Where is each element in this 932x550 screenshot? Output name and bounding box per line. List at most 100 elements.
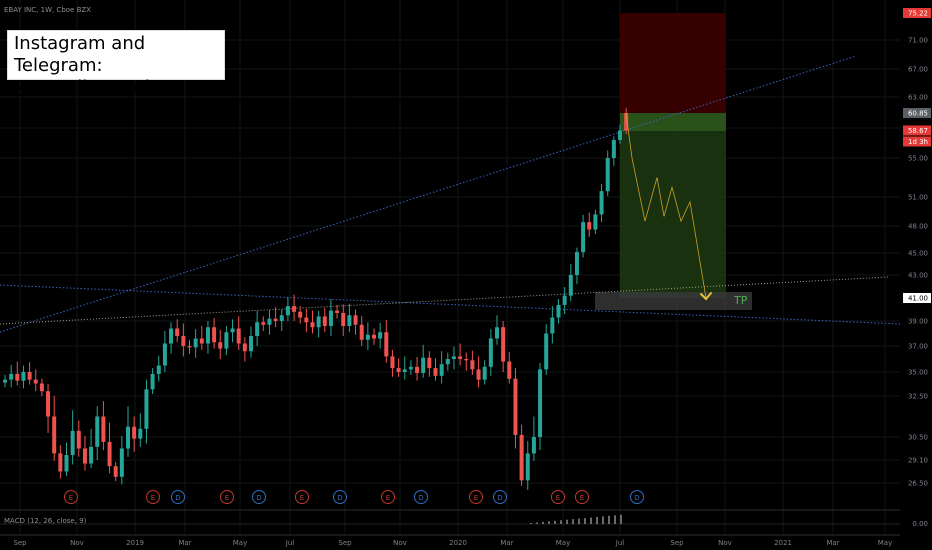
- candle-body: [205, 327, 210, 344]
- time-tick: 2020: [449, 539, 467, 547]
- candle-body: [273, 318, 278, 321]
- candle-body: [372, 334, 376, 339]
- projected-path-line[interactable]: [625, 112, 707, 299]
- candle-body: [365, 334, 370, 340]
- candle-body: [82, 448, 87, 464]
- dividend-marker[interactable]: D: [333, 490, 347, 504]
- candle-body: [433, 368, 438, 376]
- candle-body: [445, 359, 450, 365]
- event-label: E: [474, 494, 478, 502]
- time-tick: Mar: [826, 539, 839, 547]
- candle-body: [76, 430, 81, 449]
- event-circle: [171, 490, 185, 504]
- time-tick: 2019: [126, 539, 144, 547]
- candle-body: [501, 327, 506, 362]
- entry-price-tag[interactable]: 60.85: [903, 108, 931, 118]
- candle-body: [138, 428, 143, 439]
- macd-histogram-bar: [578, 518, 580, 524]
- candle-body: [218, 342, 223, 349]
- candle-body: [267, 318, 272, 325]
- tp-label: TP: [733, 294, 748, 307]
- macd-histogram-bar: [614, 515, 616, 524]
- time-tick: Mar: [178, 539, 191, 547]
- time-tick: May: [878, 539, 892, 547]
- macd-zero-tick: 0.00: [912, 520, 928, 528]
- candle-body: [495, 327, 499, 339]
- target-price-tag[interactable]: 41.00: [903, 293, 931, 303]
- dividend-marker[interactable]: D: [414, 490, 428, 504]
- support-trendline[interactable]: [0, 276, 889, 325]
- time-tick: Nov: [718, 539, 732, 547]
- checkmark-icon: [700, 292, 712, 301]
- stop-price-tag[interactable]: 75.22: [903, 8, 931, 18]
- event-circle: [381, 490, 395, 504]
- candle-body: [587, 222, 592, 230]
- candle-body: [156, 365, 161, 374]
- countdown-tag[interactable]: 1d 3h: [903, 136, 931, 147]
- candle-body: [39, 383, 44, 392]
- time-tick: May: [233, 539, 247, 547]
- candle-body: [212, 327, 217, 343]
- candlestick-series: [3, 108, 629, 490]
- last-price-tag[interactable]: 58.67: [903, 125, 931, 136]
- countdown-tag-bg: [903, 136, 931, 147]
- candle-body: [224, 332, 229, 349]
- earnings-marker[interactable]: E: [469, 490, 483, 504]
- event-circle: [551, 490, 565, 504]
- candle-body: [525, 453, 530, 481]
- event-circle: [469, 490, 483, 504]
- target-price-tag-text: 41.00: [908, 295, 928, 303]
- event-circle: [220, 490, 234, 504]
- earnings-marker[interactable]: E: [64, 490, 78, 504]
- candle-body: [550, 317, 555, 334]
- candle-body: [27, 372, 32, 380]
- trendlines[interactable]: [0, 55, 901, 333]
- time-axis[interactable]: Sep Nov 2019 Mar May Jul Sep Nov 2020 Mar May Jul Se…: [0, 534, 900, 547]
- tp-zone[interactable]: [595, 292, 752, 310]
- earnings-marker[interactable]: E: [220, 490, 234, 504]
- candle-body: [328, 310, 333, 326]
- candle-body: [126, 426, 130, 449]
- time-tick: 2021: [774, 539, 792, 547]
- candle-body: [101, 416, 106, 442]
- candle-body: [119, 448, 124, 477]
- candle-body: [3, 379, 7, 383]
- price-tick: 48.00: [908, 223, 928, 231]
- event-label: D: [418, 494, 423, 502]
- price-tick: 35.00: [908, 369, 928, 377]
- earnings-marker[interactable]: E: [551, 490, 565, 504]
- stop-loss-zone[interactable]: [620, 13, 726, 113]
- candle-body: [335, 310, 340, 313]
- candle-body: [187, 346, 192, 348]
- earnings-marker[interactable]: E: [146, 490, 160, 504]
- candle-body: [402, 369, 407, 372]
- candle-body: [181, 336, 186, 346]
- candle-body: [15, 373, 20, 381]
- price-axis[interactable]: 71.0067.0063.0059.0055.0051.0048.0045.00…: [900, 0, 932, 550]
- macd-histogram-bar: [548, 521, 550, 524]
- event-label: E: [386, 494, 390, 502]
- earnings-marker[interactable]: E: [575, 490, 589, 504]
- candle-body: [310, 322, 315, 328]
- candle-body: [144, 389, 149, 429]
- position-tool[interactable]: [595, 13, 752, 310]
- candle-body: [199, 338, 204, 344]
- candle-body: [359, 324, 364, 340]
- earnings-marker[interactable]: E: [295, 490, 309, 504]
- rising-trendline[interactable]: [0, 55, 857, 333]
- dividend-marker[interactable]: D: [171, 490, 185, 504]
- time-tick: Sep: [13, 539, 27, 547]
- last-price-tag-bg: [903, 125, 931, 136]
- dividend-marker[interactable]: D: [493, 490, 507, 504]
- candle-body: [624, 113, 629, 131]
- earnings-marker[interactable]: E: [381, 490, 395, 504]
- candle-body: [519, 434, 524, 481]
- macd-histogram-bar: [572, 519, 574, 524]
- take-profit-zone[interactable]: [620, 131, 726, 298]
- candle-body: [507, 361, 512, 379]
- dividend-marker[interactable]: D: [630, 490, 644, 504]
- event-label: E: [151, 494, 155, 502]
- dividend-marker[interactable]: D: [252, 490, 266, 504]
